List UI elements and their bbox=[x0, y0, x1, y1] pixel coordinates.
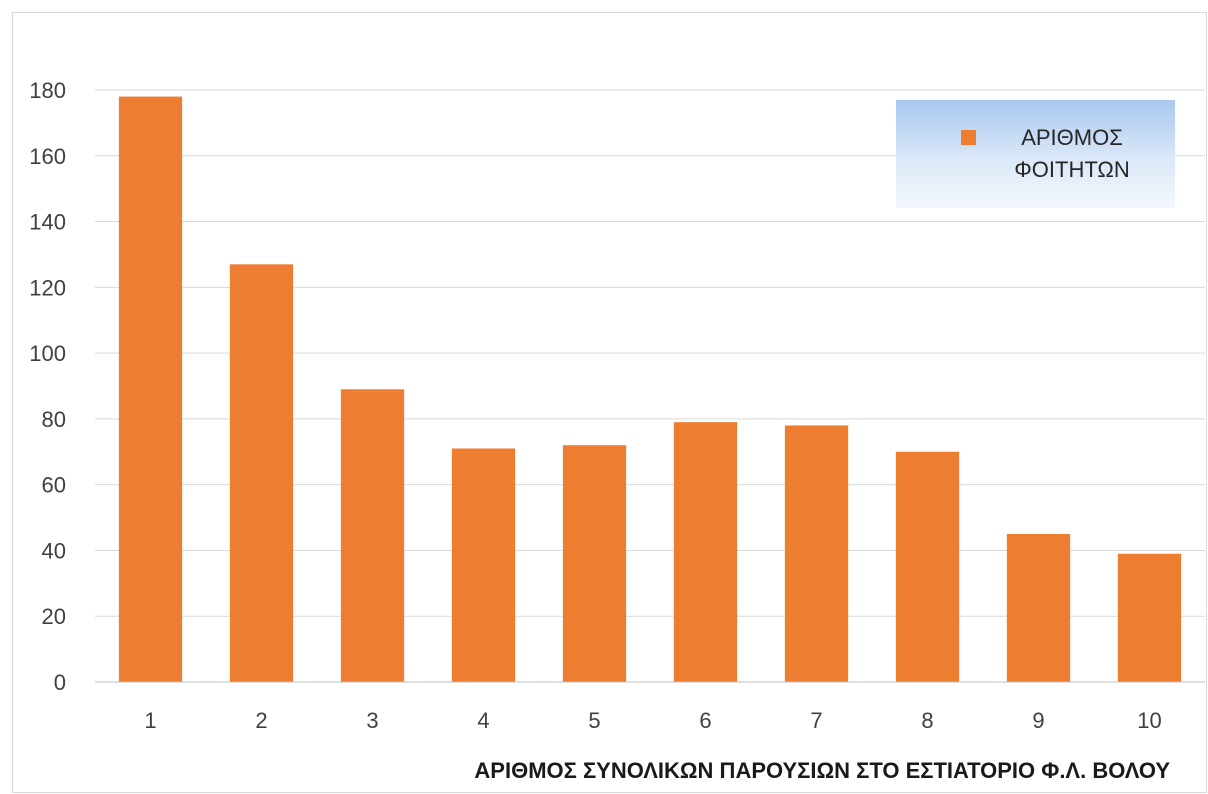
x-tick-label: 1 bbox=[144, 708, 156, 733]
bar-4 bbox=[451, 448, 516, 682]
y-tick-label: 80 bbox=[42, 407, 66, 432]
y-tick-label: 180 bbox=[29, 78, 66, 103]
x-tick-label: 5 bbox=[588, 708, 600, 733]
y-tick-label: 40 bbox=[42, 538, 66, 563]
legend-label: ΑΡΙΘΜΟΣ ΦΟΙΤΗΤΩΝ bbox=[982, 122, 1162, 186]
x-tick-label: 3 bbox=[366, 708, 378, 733]
x-tick-label: 2 bbox=[255, 708, 267, 733]
bar-8 bbox=[895, 451, 960, 682]
bar-10 bbox=[1117, 553, 1182, 682]
x-axis-ticks: 1 2 3 4 5 6 7 8 9 10 bbox=[144, 708, 1161, 733]
y-tick-label: 0 bbox=[54, 670, 66, 695]
x-tick-label: 10 bbox=[1137, 708, 1161, 733]
y-axis-ticks: 0 20 40 60 80 100 120 140 160 180 bbox=[29, 78, 66, 695]
y-tick-label: 160 bbox=[29, 144, 66, 169]
bar-9 bbox=[1006, 534, 1071, 682]
bar-1 bbox=[118, 96, 183, 683]
bars bbox=[118, 96, 1182, 683]
y-tick-label: 100 bbox=[29, 341, 66, 366]
y-tick-label: 140 bbox=[29, 210, 66, 235]
x-tick-label: 7 bbox=[810, 708, 822, 733]
x-tick-label: 8 bbox=[921, 708, 933, 733]
bar-6 bbox=[673, 422, 738, 682]
bar-2 bbox=[229, 264, 294, 682]
bar-5 bbox=[562, 445, 627, 682]
bar-3 bbox=[340, 389, 405, 682]
y-tick-label: 60 bbox=[42, 473, 66, 498]
x-tick-label: 9 bbox=[1032, 708, 1044, 733]
x-axis-title: ΑΡΙΘΜΟΣ ΣΥΝΟΛΙΚΩΝ ΠΑΡΟΥΣΙΩΝ ΣΤΟ ΕΣΤΙΑΤΟΡ… bbox=[474, 758, 1170, 783]
legend: ΑΡΙΘΜΟΣ ΦΟΙΤΗΤΩΝ bbox=[896, 100, 1175, 208]
legend-label-line-1: ΑΡΙΘΜΟΣ bbox=[1021, 125, 1123, 150]
legend-label-line-2: ΦΟΙΤΗΤΩΝ bbox=[1014, 157, 1130, 182]
x-tick-label: 4 bbox=[477, 708, 489, 733]
bar-7 bbox=[784, 425, 849, 682]
legend-swatch bbox=[961, 130, 976, 145]
y-tick-label: 120 bbox=[29, 275, 66, 300]
x-tick-label: 6 bbox=[699, 708, 711, 733]
y-tick-label: 20 bbox=[42, 604, 66, 629]
